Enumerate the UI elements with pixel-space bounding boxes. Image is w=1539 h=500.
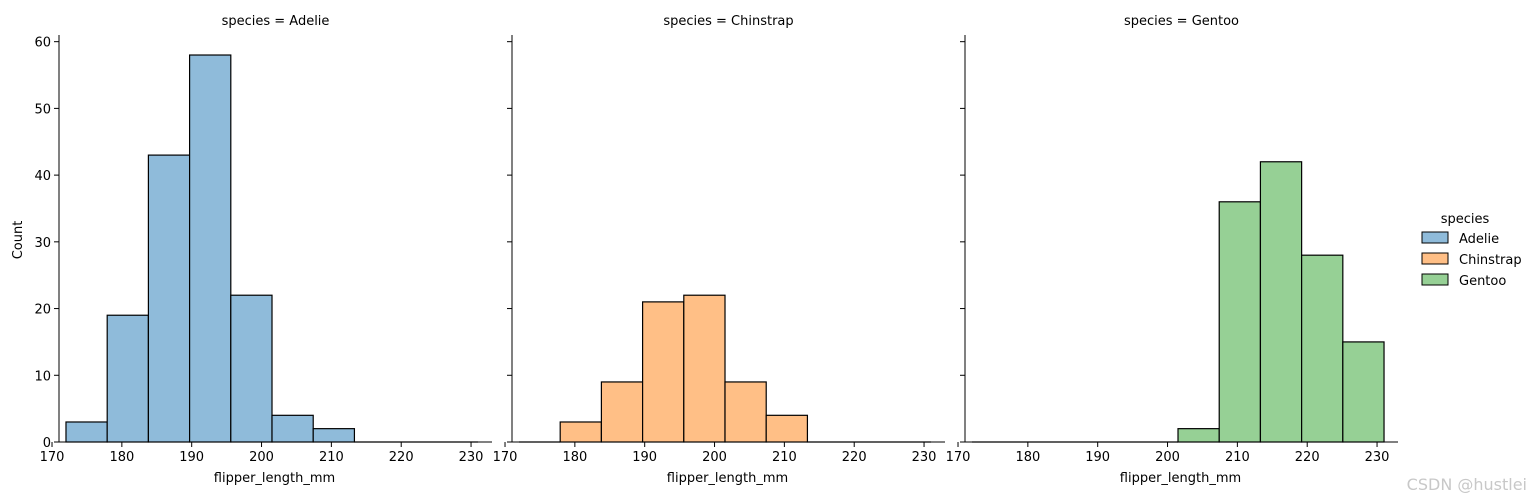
y-axis-label: Count <box>11 221 26 260</box>
panel-title: species = Adelie <box>222 14 330 29</box>
histogram-bar <box>724 381 767 443</box>
x-axis-label: flipper_length_mm <box>214 471 335 486</box>
x-tick-label: 170 <box>40 450 65 465</box>
x-tick-label: 200 <box>1155 450 1180 465</box>
histogram-bar <box>559 421 602 443</box>
x-tick-label: 230 <box>459 450 484 465</box>
x-tick-label: 220 <box>1295 450 1320 465</box>
y-tick-label: 10 <box>34 369 51 384</box>
histogram-bar <box>1218 201 1262 443</box>
y-tick-label: 50 <box>34 102 51 117</box>
histogram-bar <box>765 414 809 443</box>
legend-swatch <box>1421 273 1449 286</box>
legend-swatch <box>1421 231 1449 244</box>
histogram-bar <box>188 54 232 443</box>
legend-label: Gentoo <box>1459 274 1506 289</box>
histogram-bar <box>271 414 314 443</box>
x-tick-label: 190 <box>179 450 204 465</box>
panel-title: species = Chinstrap <box>663 14 793 29</box>
x-axis-label: flipper_length_mm <box>667 471 788 486</box>
legend-item-chinstrap: Chinstrap <box>1421 252 1522 268</box>
histogram-bar <box>1259 161 1303 443</box>
legend-swatch <box>1421 252 1449 265</box>
legend-item-gentoo: Gentoo <box>1421 273 1506 289</box>
x-tick-label: 180 <box>1015 450 1040 465</box>
legend-item-adelie: Adelie <box>1421 231 1499 247</box>
panel-adelie: species = Adelie 170 180 190 200 210 220 230 0 10… <box>34 14 492 486</box>
panel-gentoo: species = Gentoo 170 180 190 200 210 220 230 fli… <box>946 14 1398 486</box>
histogram-bar <box>1177 428 1220 443</box>
legend-label: Adelie <box>1459 232 1499 247</box>
histogram-bar <box>106 314 149 443</box>
x-tick-label: 230 <box>1365 450 1390 465</box>
x-tick-label: 220 <box>842 450 867 465</box>
histogram-bar <box>65 421 108 443</box>
x-tick-label: 180 <box>109 450 134 465</box>
histogram-bar <box>230 294 273 443</box>
x-tick-label: 170 <box>493 450 518 465</box>
y-tick-label: 40 <box>34 169 51 184</box>
panel-chinstrap: species = Chinstrap 170 180 190 200 210 220 230… <box>493 14 945 486</box>
x-axis-label: flipper_length_mm <box>1120 471 1241 486</box>
panels: species = Adelie 170 180 190 200 210 220 230 0 10… <box>34 14 1398 486</box>
histogram-bar <box>600 381 644 443</box>
x-tick-label: 210 <box>1225 450 1250 465</box>
y-tick-label: 20 <box>34 303 51 318</box>
x-tick-label: 190 <box>632 450 657 465</box>
x-tick-label: 170 <box>946 450 971 465</box>
y-tick-label: 30 <box>34 236 51 251</box>
x-tick-label: 190 <box>1085 450 1110 465</box>
x-tick-label: 210 <box>772 450 797 465</box>
watermark: CSDN @hustlei <box>1407 475 1527 494</box>
x-tick-label: 180 <box>562 450 587 465</box>
histogram-bar <box>312 428 356 443</box>
histogram-bar <box>1342 341 1385 443</box>
x-tick-label: 210 <box>319 450 344 465</box>
histogram-bar <box>1301 254 1344 443</box>
histogram-bar <box>641 301 685 443</box>
x-tick-label: 230 <box>912 450 937 465</box>
x-tick-label: 200 <box>702 450 727 465</box>
x-tick-label: 220 <box>389 450 414 465</box>
legend: species Adelie Chinstrap Gentoo <box>1421 212 1522 289</box>
y-tick-label: 60 <box>34 36 51 51</box>
legend-label: Chinstrap <box>1459 253 1522 268</box>
x-tick-label: 200 <box>249 450 274 465</box>
legend-title: species <box>1441 212 1490 227</box>
panel-title: species = Gentoo <box>1124 14 1239 29</box>
y-tick-label: 0 <box>43 436 51 451</box>
histogram-bar <box>147 154 191 443</box>
histogram-bar <box>683 294 726 443</box>
